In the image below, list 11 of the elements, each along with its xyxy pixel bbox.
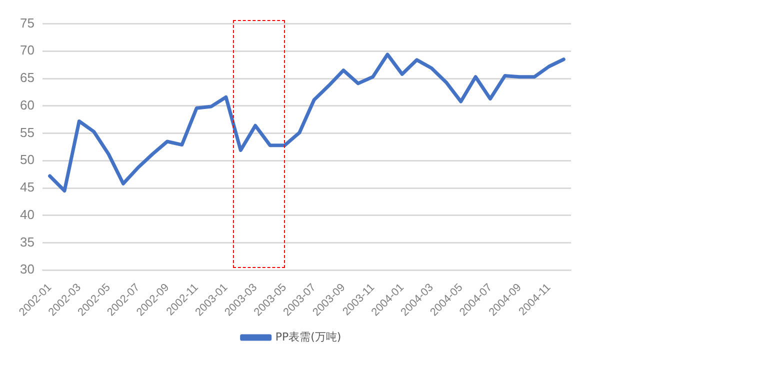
- legend-label: PP表需(万吨): [275, 330, 342, 344]
- y-tick-label: 40: [20, 206, 34, 222]
- y-tick-label: 60: [20, 97, 34, 112]
- y-tick-label: 75: [20, 15, 34, 30]
- y-tick-label: 70: [20, 42, 34, 58]
- y-tick-label: 50: [20, 152, 34, 168]
- y-tick-label: 30: [20, 262, 34, 277]
- y-tick-label: 35: [20, 234, 34, 250]
- y-tick-label: 45: [20, 180, 34, 195]
- y-tick-label: 65: [20, 70, 34, 86]
- y-tick-label: 55: [20, 124, 34, 140]
